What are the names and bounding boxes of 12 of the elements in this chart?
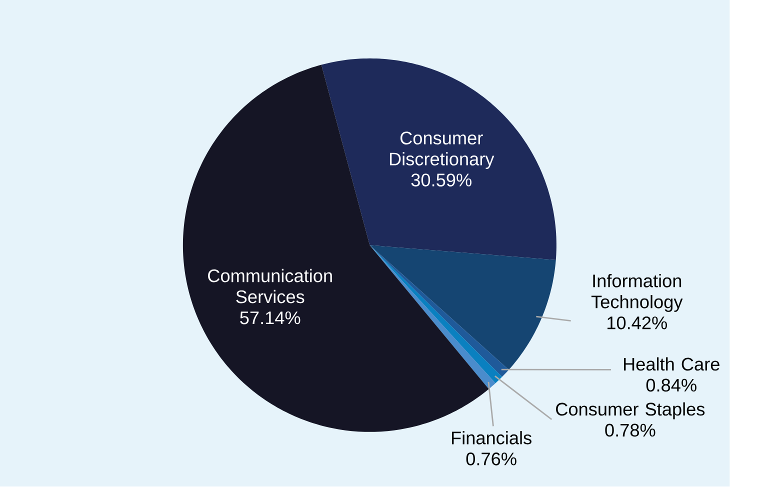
data-label: 0.78% xyxy=(605,424,656,437)
data-label: 30.59% xyxy=(411,174,472,187)
data-label: 0.76% xyxy=(466,452,516,466)
data-label: 10.42% xyxy=(608,316,667,330)
slice-label: Consumer Discretionary xyxy=(390,132,494,170)
slice-label: Health Care xyxy=(624,358,720,371)
slice-label: Information Technology xyxy=(591,274,683,312)
slice-label: Communication Services xyxy=(208,269,332,304)
slice-label: Financials xyxy=(452,431,532,445)
slice-label: Consumer Staples xyxy=(556,402,705,420)
data-label: 0.84% xyxy=(646,379,696,392)
data-label: 57.14% xyxy=(240,312,300,324)
